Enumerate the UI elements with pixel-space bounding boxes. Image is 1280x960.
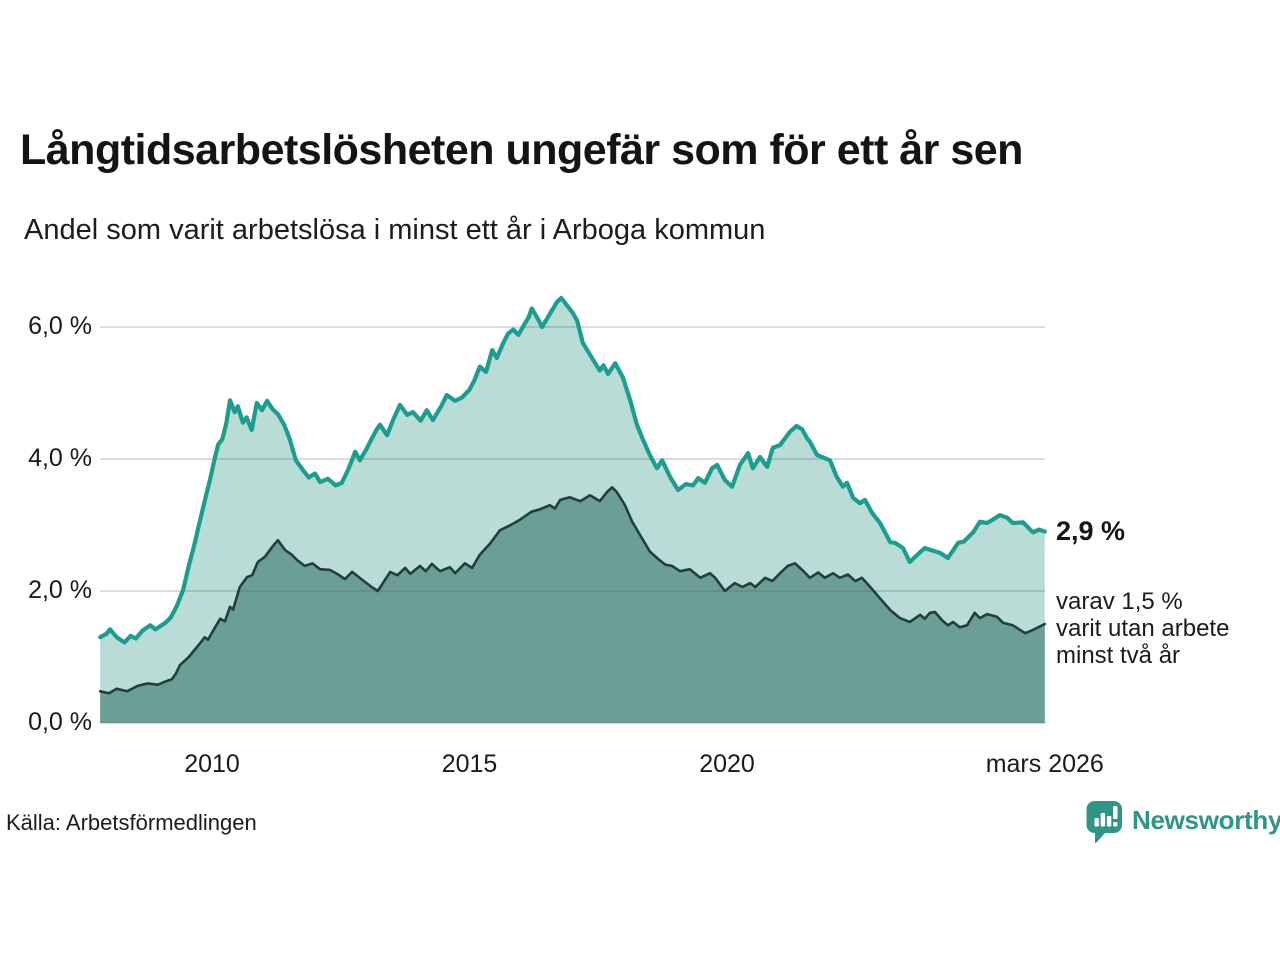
y-axis-tick-label: 2,0 % — [28, 576, 92, 604]
y-axis-tick-label: 4,0 % — [28, 444, 92, 472]
page-title: Långtidsarbetslösheten ungefär som för e… — [20, 126, 1023, 174]
y-axis-tick-label: 6,0 % — [28, 312, 92, 340]
note-line: varit utan arbete — [1056, 615, 1230, 642]
x-axis-tick-label: 2010 — [184, 750, 240, 778]
y-axis-tick-label: 0,0 % — [28, 708, 92, 736]
latest-value-label: 2,9 % — [1056, 515, 1126, 546]
series-2yr-area — [100, 487, 1045, 723]
series-1yr-line — [98, 295, 1047, 645]
chart-subtitle: Andel som varit arbetslösa i minst ett å… — [24, 214, 766, 246]
note-line: minst två år — [1056, 642, 1181, 669]
x-axis-tick-label: 2015 — [441, 750, 498, 778]
brand-lockup: Newsworthy — [1086, 799, 1280, 845]
series-2yr-line — [98, 486, 1047, 695]
source-attribution: Källa: Arbetsförmedlingen — [6, 810, 257, 835]
newsworthy-chart-bubble-icon — [1086, 801, 1122, 844]
brand-wordmark: Newsworthy — [1132, 805, 1280, 835]
x-axis-tick-label: mars 2026 — [985, 750, 1104, 778]
note-line: varav 1,5 % — [1056, 588, 1183, 615]
x-axis-tick-label: 2020 — [699, 750, 755, 778]
secondary-series-note: varav 1,5 % varit utan arbete minst två … — [1056, 588, 1229, 669]
